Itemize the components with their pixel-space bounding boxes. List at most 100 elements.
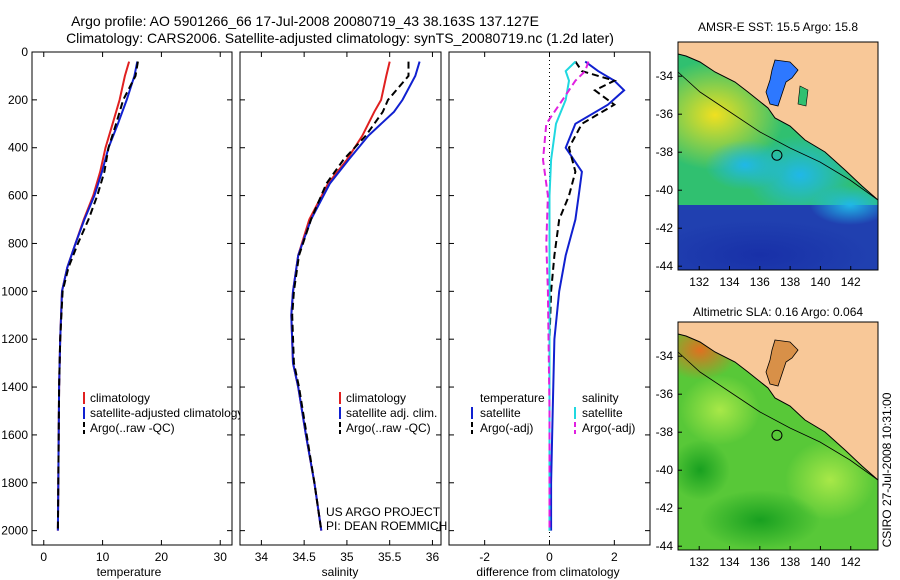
sla-light-patch-2 <box>785 440 875 520</box>
y-tick-label-5: 1000 <box>1 284 28 298</box>
series-line-difference-3 <box>541 61 590 531</box>
series-line-difference-0 <box>550 60 626 531</box>
salinity-legend: climatology satellite adj. clim. Argo(..… <box>339 391 437 435</box>
x-tick-label-temperature-2: 20 <box>155 550 169 564</box>
y-tick-label-3: 600 <box>8 189 28 203</box>
sst-map-title: AMSR-E SST: 15.5 Argo: 15.8 <box>698 20 858 34</box>
gulf-waters-east <box>797 85 809 107</box>
legend-label-sal-argo: Argo(-adj) <box>582 421 635 435</box>
shelf-break-contour <box>678 71 878 201</box>
map-x-tick-label-1: 134 <box>719 555 739 569</box>
figure-title-line2: Climatology: CARS2006. Satellite-adjuste… <box>66 30 614 46</box>
difference-series-group <box>541 60 626 531</box>
y-tick-label-0: 0 <box>21 45 28 59</box>
map-x-tick-label-3: 138 <box>780 555 800 569</box>
series-line-salinity-1 <box>290 61 421 531</box>
x-tick-label-salinity-0: 34 <box>255 550 269 564</box>
map-y-tick-label-1: -36 <box>656 387 674 401</box>
temperature-series-group <box>56 61 139 531</box>
map-x-tick-label-0: 132 <box>689 555 709 569</box>
salinity-plot-frame <box>239 51 442 546</box>
sla-heatmap <box>678 322 878 550</box>
series-line-temperature-2 <box>56 61 139 531</box>
difference-profile-axes: -2 0 2 difference from climatology tempera… <box>448 51 651 579</box>
sst-heatmap <box>678 42 878 270</box>
map-x-tick-label-4: 140 <box>810 555 830 569</box>
temperature-profile-axes: 0 10 20 30 0 200 400 600 800 1000 1200 1400 1600 1800… <box>1 45 243 579</box>
legend-label-sal-satellite: satellite <box>582 406 623 420</box>
sst-map-axes: AMSR-E SST: 15.5 Argo: 15.8 132 134 136 138… <box>656 20 879 289</box>
difference-ticks: -2 0 2 <box>449 51 650 564</box>
map-x-tick-label-4: 140 <box>810 275 830 289</box>
sst-cyan-patch-2 <box>705 140 785 190</box>
gulf-waters <box>765 59 799 107</box>
y-tick-label-2: 400 <box>8 141 28 155</box>
sla-map-ticks: 132 134 136 138 140 142 -34 -36 -38 -40 -42 -44 <box>656 349 861 569</box>
shelf-break-contour <box>678 351 878 481</box>
figure-title-line1: Argo profile: AO 5901266_66 17-Jul-2008 … <box>71 13 539 29</box>
legend-group-temperature: temperature <box>480 391 545 405</box>
x-tick-label-difference-0: -2 <box>479 550 490 564</box>
land-mass <box>678 322 878 481</box>
sla-dark-patch-2 <box>678 440 730 500</box>
legend-label-temp-satellite: satellite <box>480 406 521 420</box>
temperature-plot-frame <box>31 51 233 546</box>
argo-float-marker <box>771 429 783 441</box>
map-y-tick-label-2: -38 <box>656 145 674 159</box>
sla-map-axes: Altimetric SLA: 0.16 Argo: 0.064 132 134 1… <box>656 305 879 569</box>
side-credit-label: CSIRO 27-Jul-2008 10:31:00 <box>880 392 894 547</box>
legend-label-climatology: climatology <box>346 391 406 405</box>
map-y-tick-label-5: -44 <box>656 259 674 273</box>
x-tick-label-salinity-2: 35 <box>340 550 354 564</box>
x-tick-label-salinity-4: 36 <box>426 550 440 564</box>
map-y-tick-label-2: -38 <box>656 425 674 439</box>
y-tick-label-7: 1400 <box>1 380 28 394</box>
temperature-xlabel: temperature <box>97 565 162 579</box>
map-y-tick-label-4: -42 <box>656 221 674 235</box>
sst-map-frame <box>677 41 879 271</box>
legend-label-satellite-adj: satellite adj. clim. <box>346 406 437 420</box>
y-tick-label-1: 200 <box>8 93 28 107</box>
legend-label-argo: Argo(..raw -QC) <box>346 421 431 435</box>
map-x-tick-label-5: 142 <box>841 555 861 569</box>
y-tick-label-9: 1800 <box>1 476 28 490</box>
sla-dark-patch <box>700 490 820 550</box>
salinity-series-group <box>290 61 421 531</box>
y-tick-label-4: 800 <box>8 236 28 250</box>
legend-label-climatology: climatology <box>90 391 150 405</box>
x-tick-label-temperature-0: 0 <box>40 550 47 564</box>
y-tick-label-10: 2000 <box>1 524 28 538</box>
x-tick-label-temperature-1: 10 <box>96 550 110 564</box>
map-y-tick-label-4: -42 <box>656 501 674 515</box>
map-x-tick-label-0: 132 <box>689 275 709 289</box>
map-y-tick-label-3: -40 <box>656 463 674 477</box>
sla-map-title: Altimetric SLA: 0.16 Argo: 0.064 <box>693 305 863 319</box>
project-annotation-line2: PI: DEAN ROEMMICH <box>326 519 447 533</box>
x-tick-label-salinity-3: 35.5 <box>378 550 402 564</box>
x-tick-label-salinity-1: 34.5 <box>292 550 316 564</box>
difference-xlabel: difference from climatology <box>476 565 619 579</box>
series-line-difference-2 <box>548 60 577 531</box>
y-tick-label-8: 1600 <box>1 428 28 442</box>
map-x-tick-label-2: 136 <box>750 555 770 569</box>
map-x-tick-label-5: 142 <box>841 275 861 289</box>
sla-map-frame <box>677 321 879 551</box>
temperature-ticks: 0 10 20 30 0 200 400 600 800 1000 1200 1400 1600 1800… <box>1 45 232 564</box>
sla-light-patch <box>680 375 760 445</box>
salinity-xlabel: salinity <box>322 565 359 579</box>
gulf-waters <box>765 339 799 387</box>
land-mass <box>678 42 878 201</box>
legend-label-argo: Argo(..raw -QC) <box>90 421 175 435</box>
map-y-tick-label-0: -34 <box>656 69 674 83</box>
temperature-legend: climatology satellite-adjusted climatolo… <box>83 391 243 435</box>
legend-label-temp-argo: Argo(-adj) <box>480 421 533 435</box>
salinity-profile-axes: 34 34.5 35 35.5 36 salinity climatology sate… <box>239 51 447 579</box>
x-tick-label-difference-2: 2 <box>611 550 618 564</box>
legend-group-salinity: salinity <box>582 391 619 405</box>
sst-map-ticks: 132 134 136 138 140 142 -34 -36 -38 -40 -42 -44 <box>656 69 861 289</box>
map-x-tick-label-2: 136 <box>750 275 770 289</box>
x-tick-label-difference-1: 0 <box>546 550 553 564</box>
y-tick-label-6: 1200 <box>1 332 28 346</box>
x-tick-label-temperature-3: 30 <box>214 550 228 564</box>
